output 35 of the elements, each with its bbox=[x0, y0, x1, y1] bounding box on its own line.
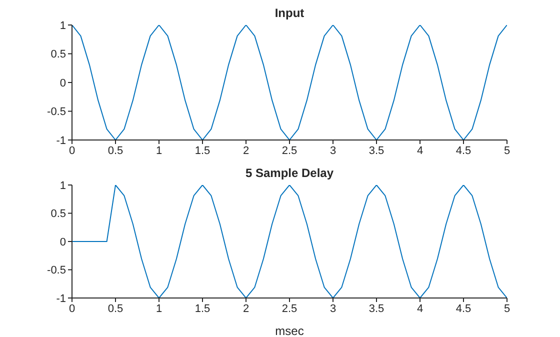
x-tick-label: 0 bbox=[68, 144, 76, 157]
y-tick-label: -1 bbox=[56, 292, 66, 305]
x-tick-label: 0.5 bbox=[108, 302, 124, 315]
y-tick-label: 0 bbox=[60, 77, 66, 90]
y-tick-label: -0.5 bbox=[47, 264, 66, 277]
x-tick-label: 0.5 bbox=[108, 144, 124, 157]
x-tick-label: 5 bbox=[504, 302, 510, 315]
x-axis-title: msec bbox=[275, 324, 304, 337]
x-tick-label: 4.5 bbox=[456, 144, 472, 157]
y-tick-label: -0.5 bbox=[47, 106, 66, 118]
y-tick-label: 1 bbox=[60, 20, 66, 32]
chart-title: Input bbox=[274, 6, 306, 20]
x-tick-label: 1.5 bbox=[194, 144, 210, 157]
x-tick-label: 5 bbox=[504, 144, 510, 157]
x-tick-label: 1.5 bbox=[194, 302, 210, 315]
x-tick-label: 3 bbox=[330, 144, 336, 157]
x-tick-label: 2.5 bbox=[282, 302, 298, 315]
y-tick-label: 0.5 bbox=[50, 48, 66, 61]
x-tick-label: 2 bbox=[242, 302, 250, 315]
x-tick-label: 2.5 bbox=[282, 144, 298, 157]
y-tick-label: 0 bbox=[60, 236, 66, 248]
x-tick-label: 1 bbox=[156, 302, 162, 315]
x-tick-label: 3.5 bbox=[368, 144, 384, 157]
x-tick-label: 3.5 bbox=[368, 302, 384, 315]
x-tick-label: 4 bbox=[416, 144, 424, 157]
x-tick-label: 4 bbox=[416, 302, 424, 315]
y-tick-label: 1 bbox=[60, 180, 66, 192]
x-tick-label: 2 bbox=[242, 144, 250, 157]
y-tick-label: 0.5 bbox=[50, 208, 66, 220]
x-tick-label: 3 bbox=[330, 302, 336, 315]
x-tick-label: 0 bbox=[68, 302, 76, 315]
y-tick-label: -1 bbox=[56, 134, 66, 147]
chart-title: 5 Sample Delay bbox=[244, 166, 335, 180]
x-tick-label: 4.5 bbox=[456, 302, 472, 315]
x-tick-label: 1 bbox=[156, 144, 162, 157]
